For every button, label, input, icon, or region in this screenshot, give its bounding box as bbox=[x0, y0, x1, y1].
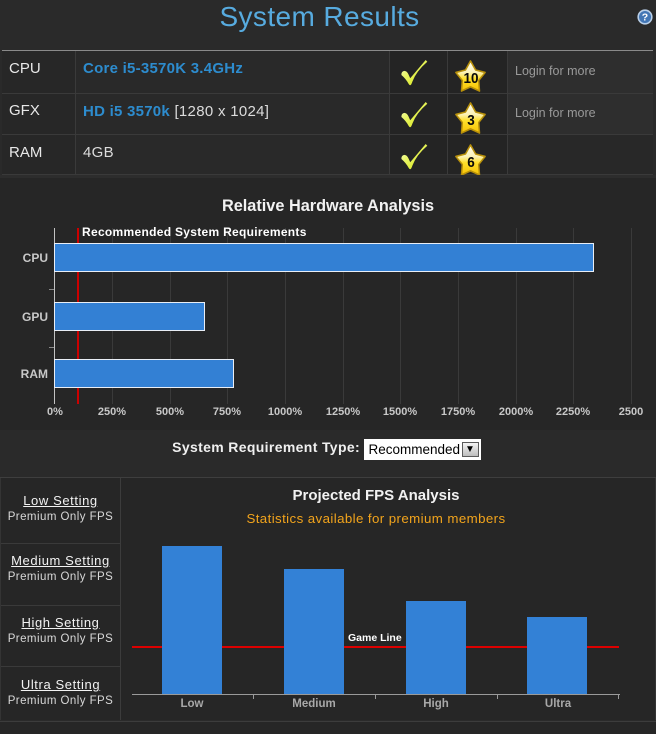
svg-text:3: 3 bbox=[467, 111, 475, 128]
svg-text:6: 6 bbox=[467, 153, 475, 170]
svg-text:10: 10 bbox=[463, 69, 478, 86]
svg-text:?: ? bbox=[642, 12, 648, 24]
